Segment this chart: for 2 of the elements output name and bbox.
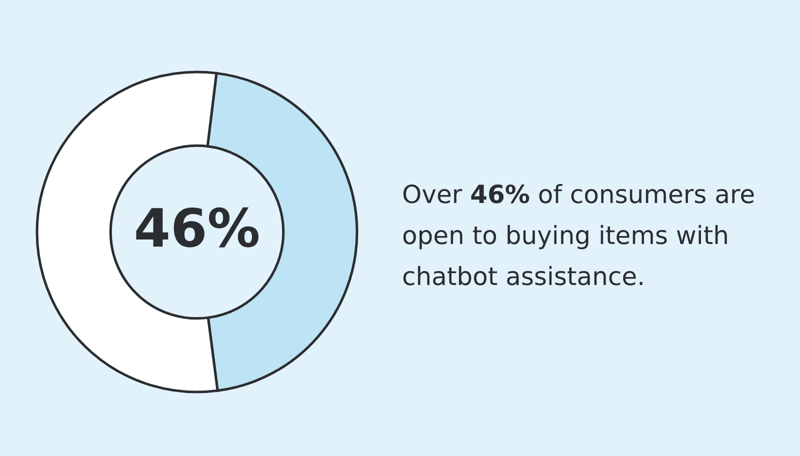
data-label: 46% [136, 207, 258, 248]
text: Over 46% of consumers are open to buying items with chatbot assistance. [403, 184, 754, 286]
